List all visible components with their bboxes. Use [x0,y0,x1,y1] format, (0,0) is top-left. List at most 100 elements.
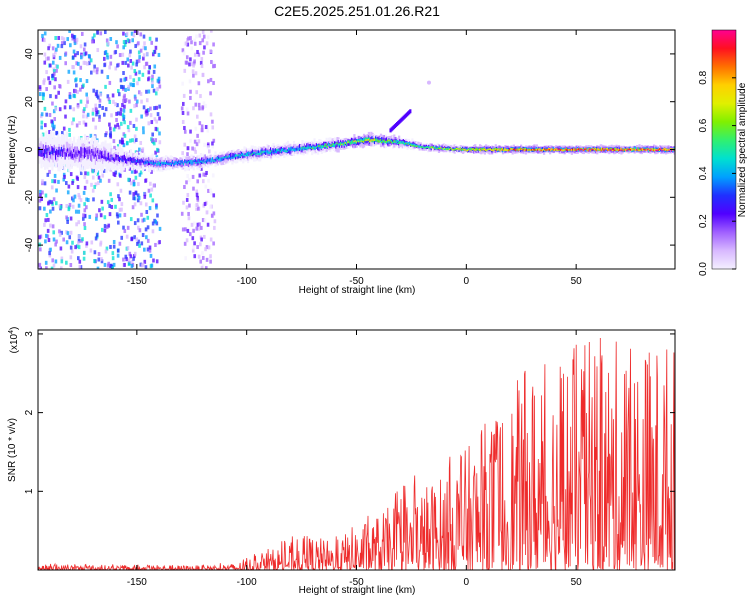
noise-cell [137,50,141,55]
spectrum-cell [45,145,48,155]
spectrum-cell [126,159,129,164]
noise-cell [57,90,60,95]
spectrum-cell [401,141,404,143]
noise-cell [195,34,198,39]
noise-cell [127,258,131,263]
spectrum-cell [42,152,46,157]
noise-cell [156,78,160,83]
noise-cell [193,41,197,46]
noise-cell [200,237,203,242]
spectrum-cell [60,147,64,152]
spectrum-cell [277,149,280,154]
noise-cell [104,84,107,89]
spectrum-cell [220,158,223,162]
noise-cell [101,206,104,211]
noise-cell [197,206,200,211]
noise-cell [113,145,116,150]
spectrum-cell [189,161,192,165]
spectrum-cell [557,148,560,151]
noise-cell [84,51,88,56]
spectrum-cell [208,158,211,161]
noise-cell [72,70,76,75]
spectrum-cell [340,143,343,145]
spectrum-cell [124,157,128,160]
spectrum-cell [220,157,223,160]
noise-cell [185,107,189,112]
spectrum-cell [213,160,216,162]
noise-cell [45,233,48,238]
spectrum-cell [57,150,60,158]
spectrum-cell [469,148,472,150]
spectrum-cell [348,140,351,143]
spectrum-cell [452,148,455,151]
spectrum-cell [242,153,245,155]
spectrum-cell [559,149,563,151]
noise-cell [67,69,71,74]
spectrum-cell [320,145,323,147]
noise-cell [211,144,215,149]
noise-cell [124,60,127,65]
spectrum-cell [59,153,62,157]
spectrum-cell [267,150,270,154]
spectrum-cell [388,141,391,144]
spectrum-cell [102,150,105,158]
spectrum-cell [398,142,401,144]
noise-cell [79,99,83,104]
spectrum-cell [169,158,172,165]
colorbar-strip [711,29,737,270]
spectrum-cell [181,160,184,163]
spectrum-cell [80,153,83,158]
spectrum-cell [504,148,507,151]
noise-cell [135,99,139,104]
spectrum-cell [505,148,508,151]
spectrum-cell [68,148,71,157]
spectrum-cell [71,153,75,158]
noise-cell [122,108,126,113]
spectrum-cell [472,148,476,151]
spectrum-cell [556,149,559,152]
spectrum-cell [123,157,126,161]
spectrum-cell [291,149,294,151]
spectrum-cell [51,149,54,160]
spectrum-cell [186,162,189,165]
spectrum-cell [195,159,198,163]
spectrum-cell [553,148,557,151]
spectrum-cell [285,150,288,152]
spectrum-cell [103,156,106,159]
spectrum-cell [320,145,323,150]
noise-cell [131,38,134,43]
spectrum-cell [131,157,134,162]
spectrum-cell [385,137,389,144]
spectrum-cell [541,147,544,152]
spectrum-cell [294,149,297,152]
spectrum-cell [210,158,213,160]
spectrum-cell [255,153,258,156]
noise-cell [198,41,202,46]
spectrum-cell [356,140,360,145]
noise-cell [83,202,86,207]
noise-cell [43,52,47,57]
noise-cell [145,209,149,214]
noise-cell [82,216,85,221]
spectrum-cell [501,149,505,151]
noise-cell [126,140,129,145]
spectrum-cell [273,149,276,151]
spectrum-cell [603,148,606,150]
noise-cell [101,105,104,110]
noise-cell [48,169,51,174]
spectrum-cell [447,147,450,150]
noise-cell [65,204,69,209]
spectrum-cell [529,147,532,151]
noise-cell [63,41,66,46]
noise-cell [140,114,143,119]
noise-cell [192,63,195,68]
spectrum-cell [296,147,299,151]
spectrum-cell [491,149,494,152]
noise-cell [189,129,192,134]
y-tick-label: 0 [24,146,35,152]
spectrum-cell [399,141,402,145]
spectrum-cell [459,147,462,150]
noise-cell [133,134,137,139]
noise-cell [63,174,66,179]
spectrum-cell [518,149,522,151]
